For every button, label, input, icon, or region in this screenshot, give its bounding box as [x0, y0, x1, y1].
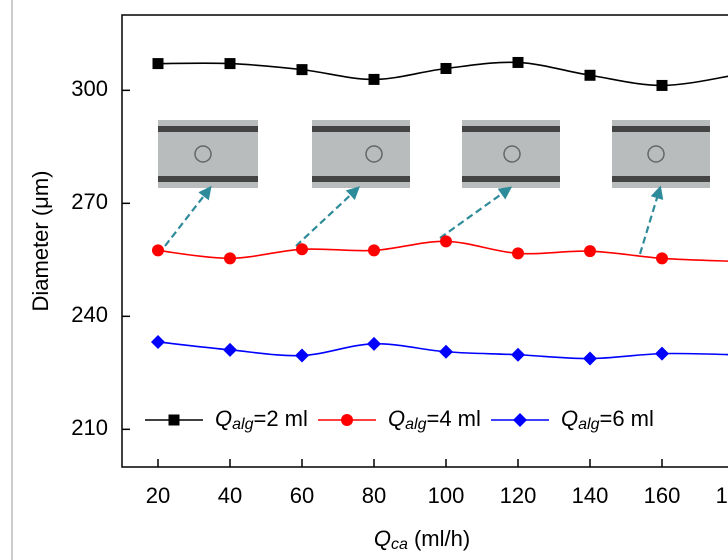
x-tick-label: 20 [146, 483, 170, 508]
x-tick-label: 60 [290, 483, 314, 508]
legend-marker [168, 414, 180, 426]
arrows [164, 185, 664, 255]
y-axis-label: Diameter (μm) [28, 170, 53, 311]
x-tick-label: 100 [428, 483, 465, 508]
data-point [656, 79, 668, 91]
data-point [511, 347, 525, 362]
data-point [512, 56, 524, 68]
data-point [439, 344, 453, 359]
x-axis-label: Qca (ml/h) [374, 526, 470, 553]
data-point [440, 235, 452, 248]
x-tick-label: 40 [218, 483, 242, 508]
data-point [512, 247, 524, 260]
x-tick-label: 160 [644, 483, 681, 508]
y-tick-label: 240 [71, 302, 108, 327]
legend-marker [341, 414, 353, 426]
y-tick-label: 270 [71, 189, 108, 214]
inset-images [158, 120, 710, 188]
data-point [223, 342, 237, 357]
legend-label: Qalg=6 ml [561, 406, 654, 433]
data-point [656, 252, 668, 265]
legend-marker [513, 413, 527, 427]
data-point [584, 69, 596, 81]
data-point [367, 336, 381, 351]
y-tick-label: 300 [71, 76, 108, 101]
data-point [295, 348, 309, 363]
x-tick-label: 120 [500, 483, 537, 508]
legend-label: Qalg=2 ml [215, 406, 308, 433]
y-tick-label: 210 [71, 415, 108, 440]
data-point [296, 64, 308, 76]
legend-label: Qalg=4 ml [388, 406, 481, 433]
data-point [655, 346, 669, 361]
data-point [583, 351, 597, 366]
x-tick-label: 180 [716, 483, 728, 508]
data-point [368, 73, 380, 85]
x-tick-label: 80 [362, 483, 386, 508]
data-point [152, 58, 164, 70]
data-point [152, 244, 164, 257]
x-tick-label: 140 [572, 483, 609, 508]
data-point [440, 62, 452, 74]
data-point [224, 58, 236, 70]
data-point [584, 245, 596, 258]
data-point [296, 243, 308, 256]
data-point [224, 252, 236, 265]
data-point [368, 244, 380, 257]
data-point [151, 334, 165, 349]
